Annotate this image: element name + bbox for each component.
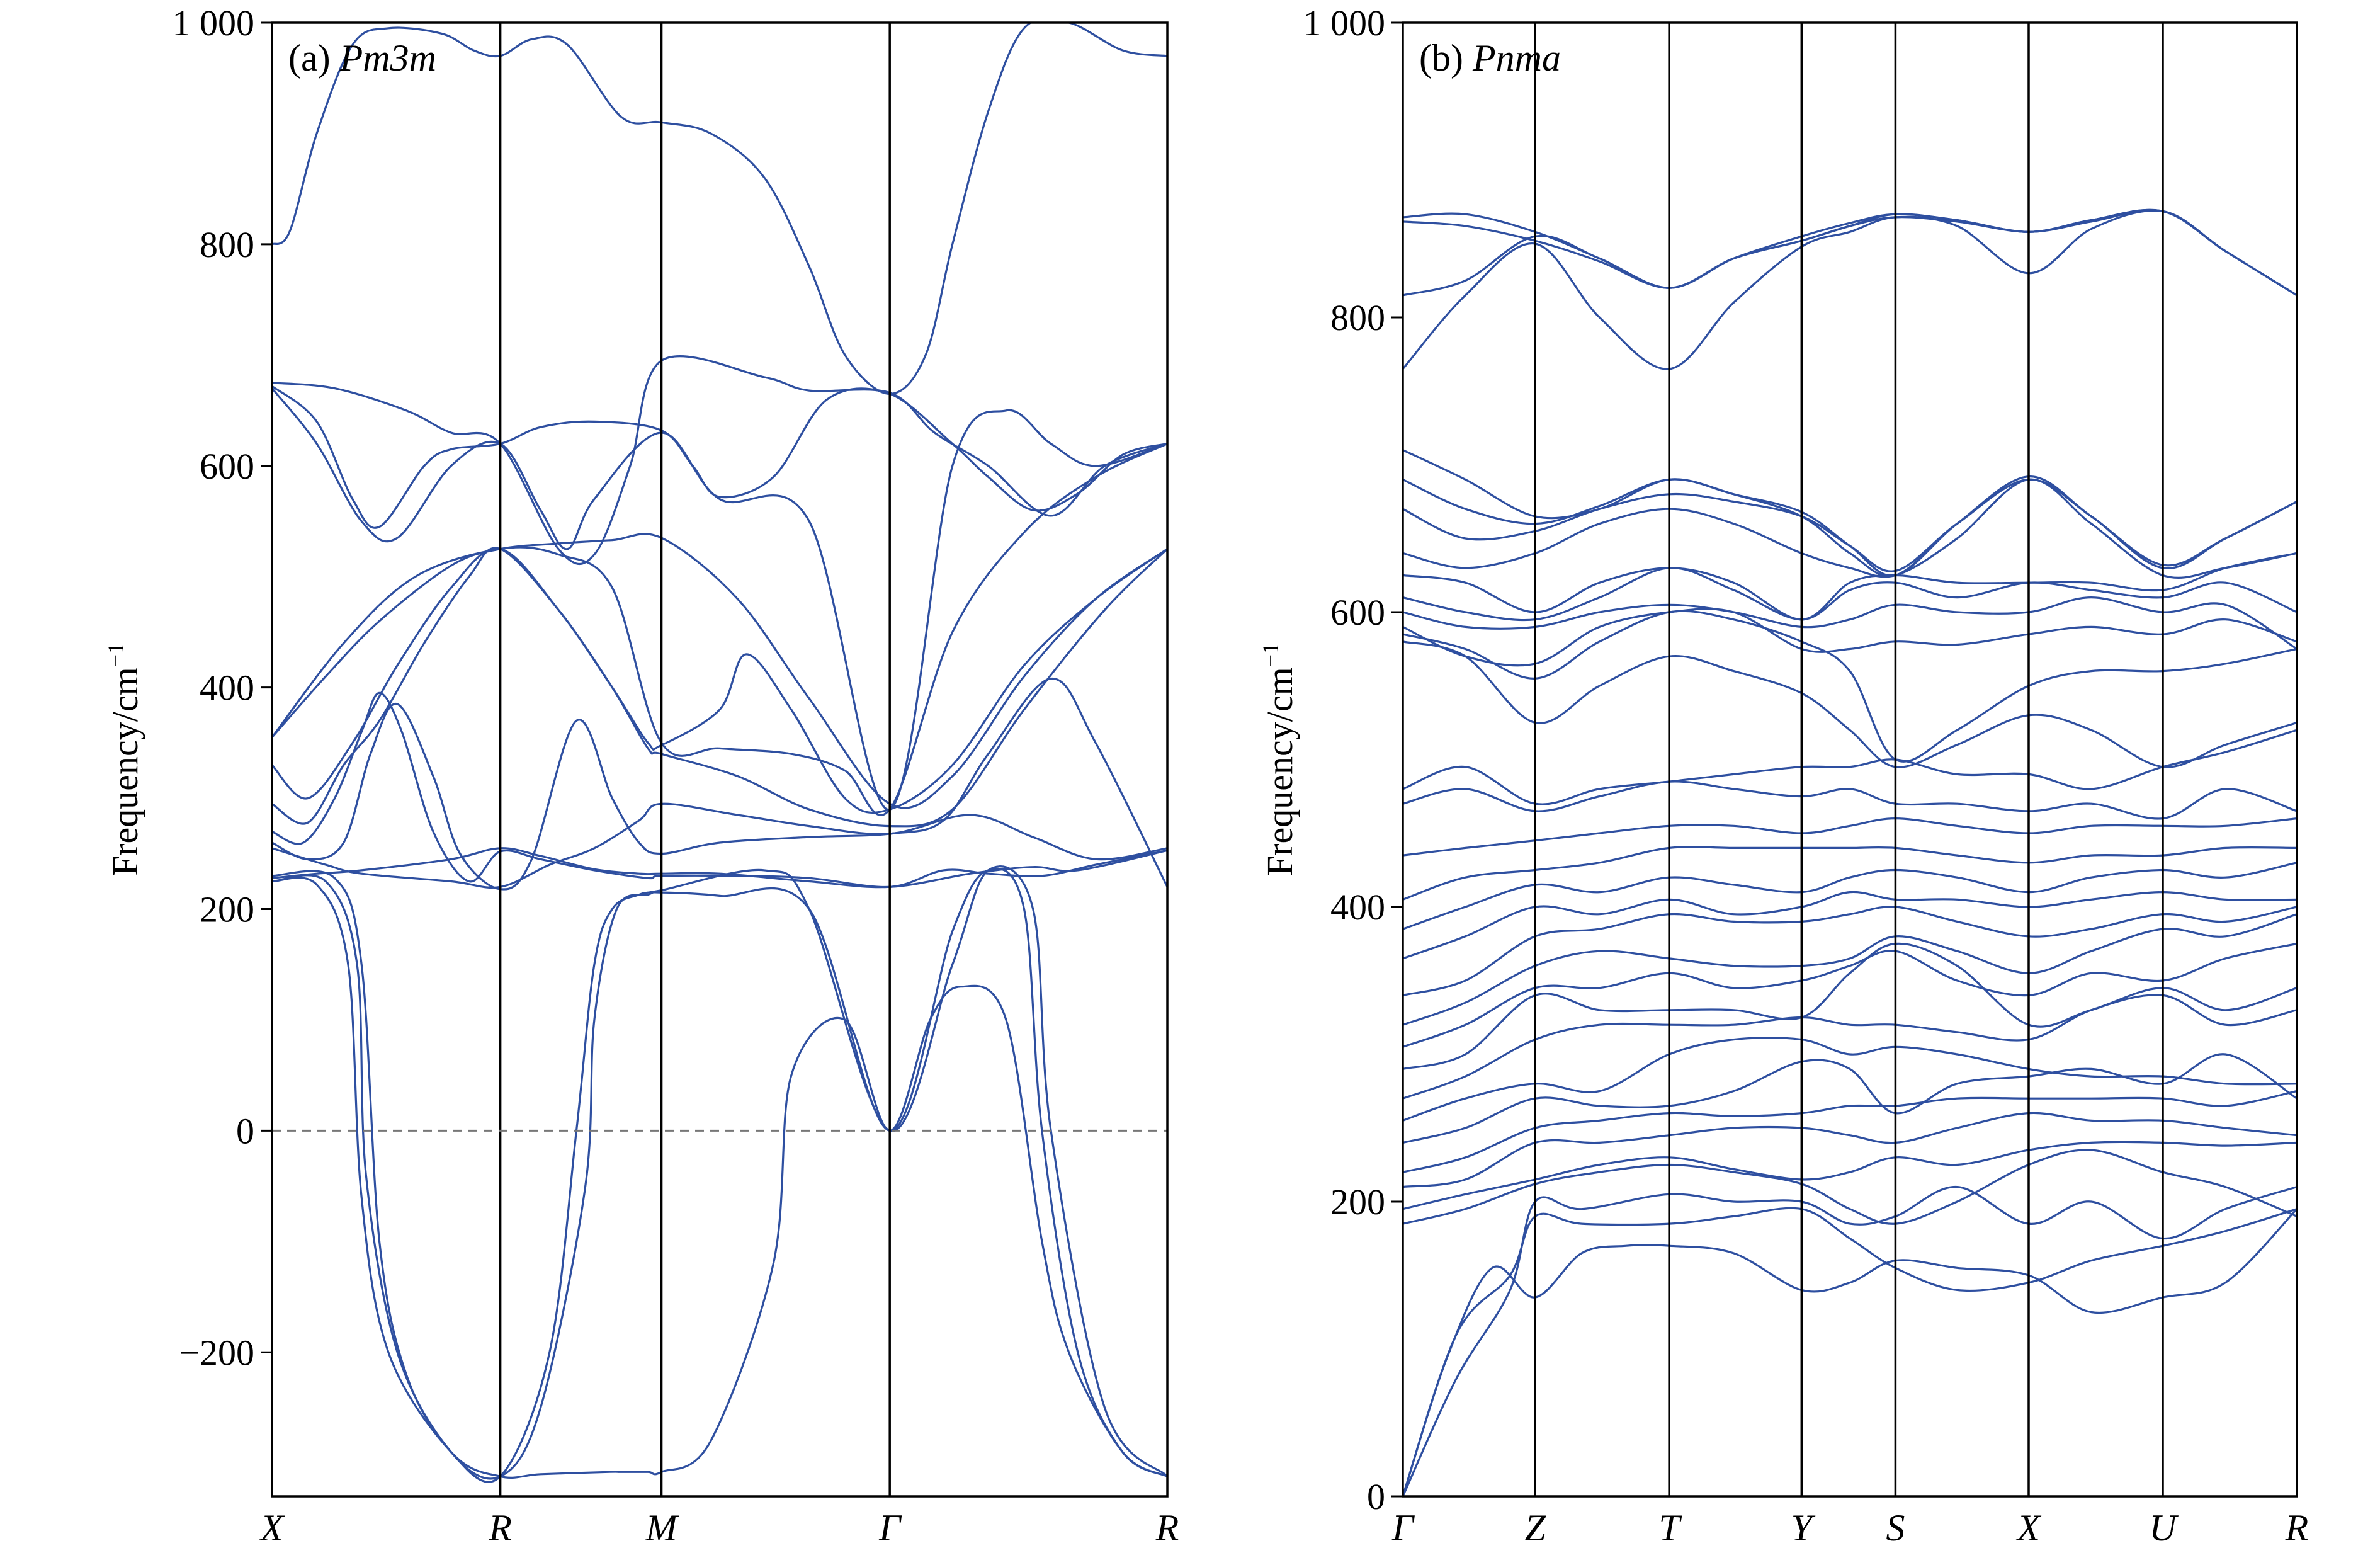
panel-b-kpoint-label-5: X (2016, 1507, 2042, 1548)
panel-b-pnma: 0 200 400 600 800 1 000 Γ Z T Y S X U R Frequency/cm… (1258, 3, 2308, 1548)
panel-a-kpoint-lines (499, 23, 891, 1496)
panel-a-kpoint-label-1: R (488, 1507, 512, 1548)
panel-a-band-15 (272, 23, 1167, 395)
panel-a-pm3m: −200 0 200 400 600 800 1 000 X R M Γ R Frequency/c… (103, 3, 1179, 1548)
panel-a-y-axis-ticks: −200 0 200 400 600 800 1 000 (173, 3, 272, 1373)
panel-a-ytick-label-0: −200 (179, 1332, 254, 1373)
panel-b-kpoint-label-4: S (1886, 1507, 1905, 1548)
panel-a-ytick-label-4: 600 (200, 446, 254, 487)
panel-a-plot-frame (271, 21, 1169, 1498)
panel-b-band-5 (1403, 1141, 2297, 1210)
panel-b-band-7 (1403, 1090, 2297, 1173)
panel-b-band-10 (1403, 994, 2297, 1100)
panel-a-band-2 (272, 867, 1167, 1480)
panel-b-band-30 (1403, 449, 2297, 577)
panel-b-band-34 (1403, 208, 2297, 297)
panel-a-y-axis-label: Frequency/cm−1 (103, 643, 145, 876)
panel-b-band-25 (1403, 567, 2297, 622)
panel-b-band-8 (1403, 1053, 2297, 1144)
panel-a-band-3 (272, 865, 1167, 1483)
panel-a-band-10 (272, 533, 1167, 809)
panel-a-band-9 (272, 547, 1167, 814)
panel-b-band-20 (1403, 729, 2297, 805)
panel-b-band-12 (1403, 942, 2297, 1048)
panel-b-band-4 (1403, 1149, 2297, 1225)
panel-b-y-axis-label-exponent: −1 (1258, 643, 1283, 667)
panel-a-kpoint-label-2: M (645, 1507, 679, 1548)
panel-b-kpoint-lines (1534, 23, 2164, 1496)
panel-b-kpoint-label-2: T (1658, 1507, 1682, 1548)
panel-b-y-axis-label: Frequency/cm−1 (1258, 643, 1300, 876)
panel-b-ytick-label-1: 200 (1330, 1181, 1385, 1222)
panel-b-band-13 (1403, 913, 2297, 1026)
panel-b-band-14 (1403, 906, 2297, 996)
panel-b-band-16 (1403, 862, 2297, 930)
panel-a-kpoint-label-4: R (1155, 1507, 1179, 1548)
panel-a-ytick-label-2: 200 (200, 889, 254, 930)
panel-a-kpoint-label-3: Γ (878, 1507, 902, 1548)
panel-a-band-4 (272, 847, 1167, 889)
panel-b-band-18 (1403, 817, 2297, 857)
panel-b-band-23 (1403, 608, 2297, 667)
panel-a-ytick-label-3: 400 (200, 668, 254, 709)
panel-b-kpoint-label-0: Γ (1391, 1507, 1415, 1548)
panel-a-y-axis-label-text: Frequency/cm (105, 667, 145, 876)
panel-b-title: (b) Pnma (1419, 37, 1561, 79)
panel-a-band-11 (272, 443, 1167, 816)
panel-b-band-6 (1403, 1112, 2297, 1188)
panel-b-band-3 (1403, 1185, 2297, 1496)
panel-b-y-axis-label-text: Frequency/cm (1259, 667, 1300, 876)
panel-b-band-21 (1403, 640, 2297, 768)
panel-b-panel-label: (b) (1419, 37, 1463, 79)
panel-b-band-27 (1403, 478, 2297, 579)
panel-b-band-29 (1403, 478, 2297, 578)
panel-b-band-22 (1403, 610, 2297, 763)
panel-a-band-8 (272, 547, 1167, 828)
panel-b-kpoint-label-1: Z (1524, 1507, 1546, 1548)
panel-b-plot-frame (1402, 21, 2298, 1498)
panel-b-band-9 (1403, 1037, 2297, 1122)
panel-b-space-group: Pnma (1472, 37, 1561, 79)
panel-b-band-1 (1403, 1208, 2297, 1496)
panel-a-space-group: Pm3m (339, 37, 436, 79)
panel-b-y-axis-ticks: 0 200 400 600 800 1 000 (1303, 3, 1403, 1517)
panel-b-band-11 (1403, 942, 2297, 1070)
panel-b-ytick-label-3: 600 (1330, 592, 1385, 633)
panel-b-band-17 (1403, 846, 2297, 901)
panel-a-band-14 (272, 355, 1167, 566)
panel-a-band-7 (272, 691, 1167, 889)
panel-b-ytick-label-5: 1 000 (1303, 3, 1386, 43)
panel-b-band-19 (1403, 780, 2297, 820)
panel-a-band-13 (272, 385, 1167, 529)
panel-a-band-1 (272, 877, 1167, 1479)
panel-b-bands (1403, 208, 2297, 1496)
panel-a-title: (a) Pm3m (288, 37, 436, 79)
panel-a-bands (272, 23, 1167, 1483)
panel-a-ytick-label-5: 800 (200, 224, 254, 265)
panel-b-ytick-label-0: 0 (1367, 1476, 1385, 1517)
panel-b-band-2 (1403, 1207, 2297, 1496)
panel-a-band-6 (272, 677, 1167, 891)
panel-a-kpoint-label-0: X (259, 1507, 285, 1548)
panel-b-band-24 (1403, 596, 2297, 651)
panel-b-ytick-label-4: 800 (1330, 297, 1385, 338)
panel-b-kpoint-label-7: R (2285, 1507, 2309, 1548)
panel-b-kpoint-label-3: Y (1791, 1507, 1816, 1548)
panel-b-kpoint-label-6: U (2149, 1507, 2179, 1548)
panel-b-band-26 (1403, 552, 2297, 621)
panel-a-panel-label: (a) (288, 37, 331, 79)
panel-b-band-15 (1403, 891, 2297, 960)
panel-a-ytick-label-1: 0 (236, 1110, 254, 1151)
panel-a-y-axis-label-exponent: −1 (103, 643, 128, 667)
panel-b-ytick-label-2: 400 (1330, 887, 1385, 928)
panel-a-ytick-label-6: 1 000 (173, 3, 255, 43)
